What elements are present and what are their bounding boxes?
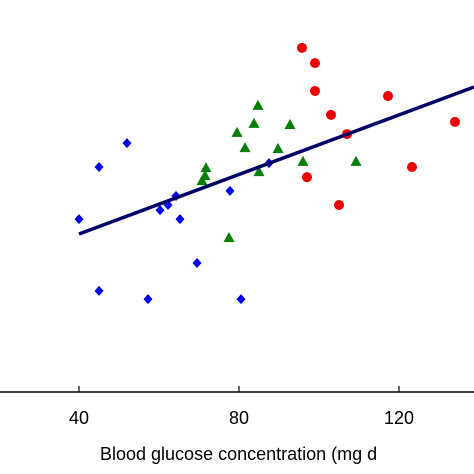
- point: [383, 91, 393, 102]
- point: [297, 155, 309, 166]
- point: [334, 200, 344, 211]
- x-axis-label: Blood glucose concentration (mg d: [100, 444, 377, 464]
- point: [175, 214, 185, 225]
- point: [94, 161, 104, 172]
- point: [74, 214, 84, 225]
- point: [272, 142, 284, 153]
- x-tick-label: 40: [69, 408, 89, 428]
- point: [310, 85, 320, 96]
- point: [143, 294, 153, 305]
- point: [297, 42, 307, 53]
- point: [252, 99, 264, 110]
- point: [225, 185, 235, 196]
- point: [407, 161, 417, 172]
- point: [239, 142, 251, 153]
- point: [155, 205, 165, 216]
- x-tick-label: 80: [229, 408, 249, 428]
- point: [122, 138, 132, 149]
- point: [302, 172, 312, 183]
- x-tick-label: 120: [384, 408, 414, 428]
- point: [200, 162, 212, 173]
- point: [192, 258, 202, 269]
- point: [450, 116, 460, 127]
- fit-line: [78, 85, 474, 236]
- point: [196, 175, 208, 186]
- point: [310, 58, 320, 69]
- point: [248, 117, 260, 128]
- point: [231, 126, 243, 137]
- point: [253, 166, 265, 177]
- point: [199, 170, 211, 181]
- point: [223, 231, 235, 242]
- point: [350, 155, 362, 166]
- point: [94, 285, 104, 296]
- point: [236, 294, 246, 305]
- point: [326, 109, 336, 120]
- point: [284, 119, 296, 130]
